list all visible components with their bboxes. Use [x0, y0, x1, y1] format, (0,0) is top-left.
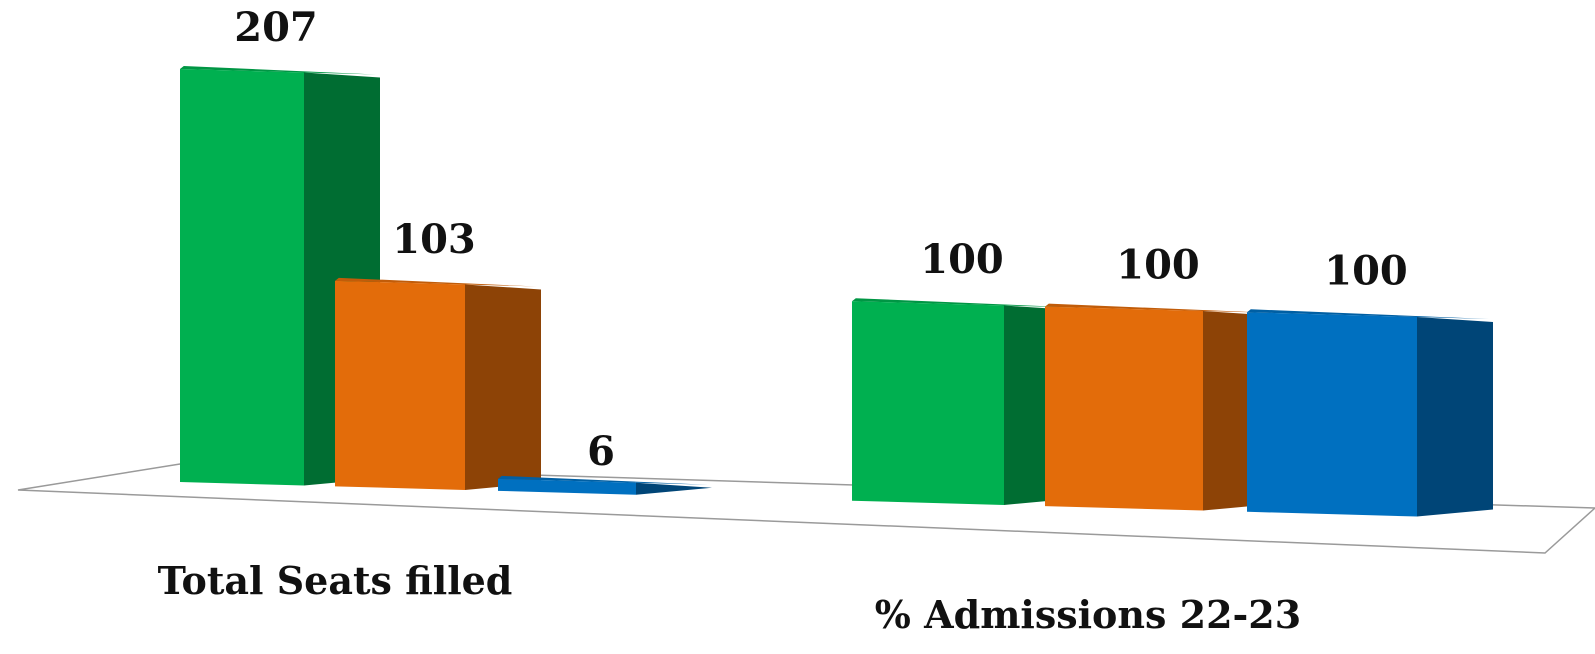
bar [1247, 309, 1493, 517]
data-label: 100 [1324, 247, 1408, 294]
bar-side-face [1417, 317, 1493, 517]
bar-front-face [335, 280, 465, 490]
category-labels-layer: Total Seats filled % Admissions 22-23 [158, 558, 1302, 637]
bar [498, 475, 712, 495]
bar-front-face [180, 69, 304, 486]
bar-front-face [498, 478, 636, 495]
bar-top-face [498, 475, 708, 485]
data-label: 103 [392, 216, 476, 263]
bars-layer [180, 66, 1493, 517]
bar-top-face [1045, 303, 1275, 314]
data-label: 207 [234, 4, 318, 51]
category-label: % Admissions 22-23 [875, 592, 1301, 637]
bar [335, 277, 541, 490]
bar-front-face [852, 301, 1004, 505]
bar-top-face [852, 298, 1076, 308]
bar [1045, 303, 1279, 511]
data-label: 6 [587, 428, 615, 475]
bar-front-face [1045, 306, 1203, 511]
data-labels-layer: 207 103 6 100 100 100 [234, 4, 1408, 475]
bar-top-face [180, 66, 376, 75]
category-label: Total Seats filled [158, 558, 513, 603]
bar-side-face [465, 284, 541, 490]
bar-side-face [636, 482, 712, 495]
data-label: 100 [1116, 242, 1200, 289]
bar-top-face [335, 277, 537, 287]
bar-top-face [1247, 309, 1489, 320]
bar-front-face [1247, 312, 1417, 517]
data-label: 100 [920, 236, 1004, 283]
